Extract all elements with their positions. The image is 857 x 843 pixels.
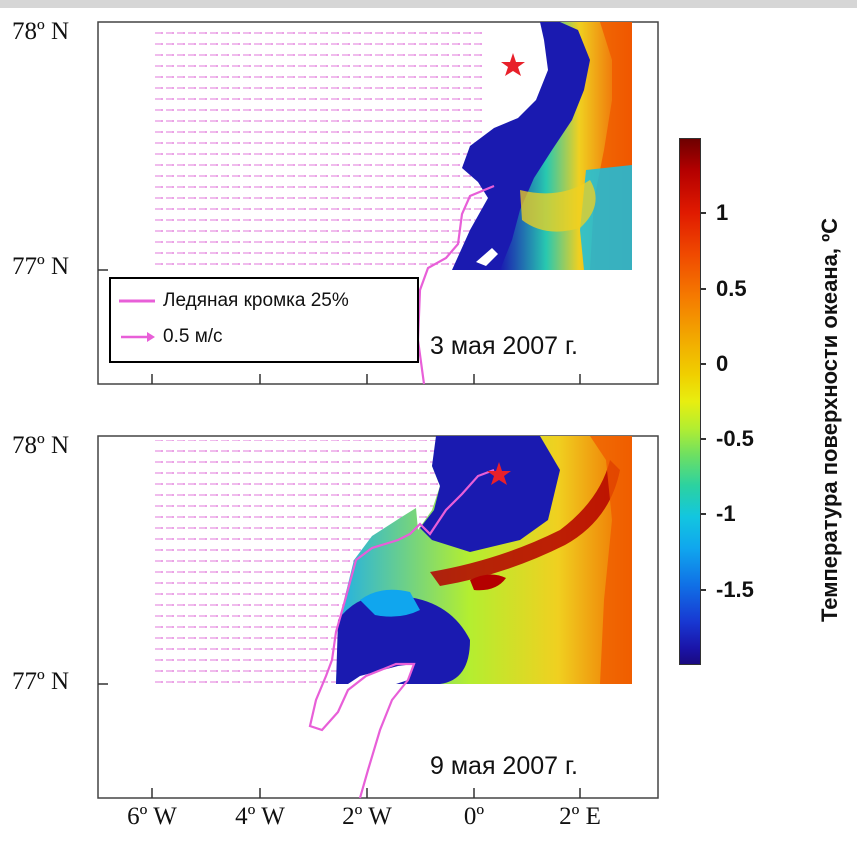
colorbar-tick-mark — [700, 287, 706, 290]
colorbar-title: Температура поверхности океана, ºС — [817, 217, 842, 623]
y-ticks — [98, 269, 108, 685]
lat-78-label-panel1: 78º N — [12, 18, 70, 45]
ice-edge-line-icon — [119, 299, 155, 303]
lon-label-6w: 6º W — [127, 803, 177, 830]
colorbar-tick-mark — [700, 212, 706, 215]
top-border — [0, 0, 857, 8]
lon-label-2w: 2º W — [342, 803, 392, 830]
lat-77-label-panel1: 77º N — [12, 253, 70, 280]
panel-2-date: 9 мая 2007 г. — [430, 752, 578, 780]
velocity-arrow-icon — [121, 332, 155, 342]
colorbar-tick-label: 0 — [716, 350, 729, 376]
lon-label-2e: 2º E — [559, 803, 601, 830]
legend-ice-edge: Ледяная кромка 25% — [119, 287, 349, 315]
colorbar-tick-mark — [700, 362, 706, 365]
colorbar-tick-label: -0.5 — [716, 426, 754, 452]
lon-label-0: 0º — [463, 803, 485, 830]
colorbar-tick-mark — [700, 588, 706, 591]
legend-ice-edge-label: Ледяная кромка 25% — [163, 290, 349, 311]
colorbar — [679, 138, 701, 665]
lat-77-label-panel2: 77º N — [12, 668, 70, 695]
colorbar-tick-mark — [700, 513, 706, 516]
x-ticks — [151, 374, 581, 798]
lon-label-4w: 4º W — [235, 803, 285, 830]
colorbar-tick-label: 0.5 — [716, 275, 747, 301]
colorbar-tick-label: -1.5 — [716, 576, 754, 602]
panel-2-map — [97, 435, 659, 799]
colorbar-tick-label: -1 — [716, 501, 736, 527]
panel-1-date: 3 мая 2007 г. — [430, 332, 578, 360]
legend-velocity: 0.5 м/с — [119, 323, 223, 351]
colorbar-tick-label: 1 — [716, 200, 729, 226]
legend-velocity-label: 0.5 м/с — [163, 326, 223, 347]
map-legend: Ледяная кромка 25% 0.5 м/с — [109, 277, 419, 363]
colorbar-tick-mark — [700, 438, 706, 441]
lat-78-label-panel2: 78º N — [12, 432, 70, 459]
